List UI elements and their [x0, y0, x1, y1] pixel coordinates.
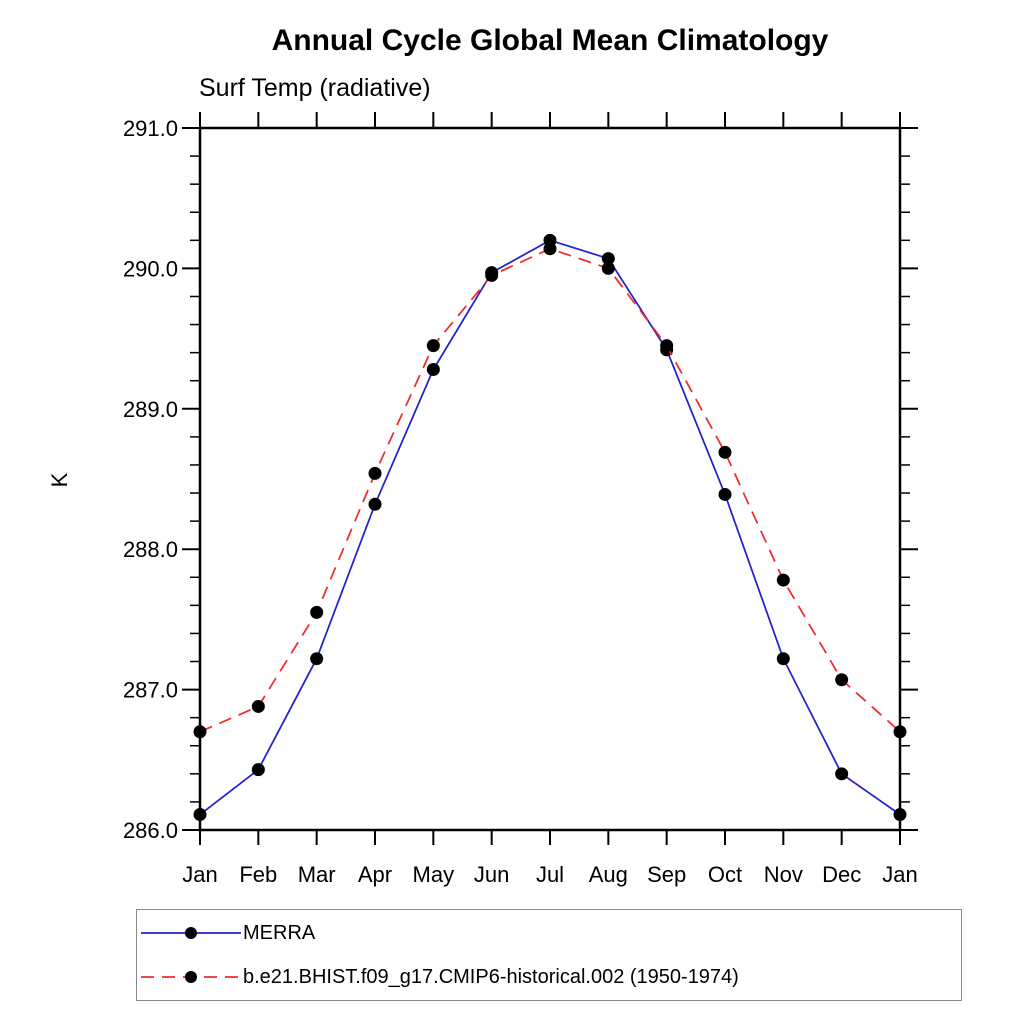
data-point-marker [718, 445, 732, 459]
x-tick-label: Jul [536, 862, 564, 887]
y-tick-label: 287.0 [123, 678, 178, 703]
x-tick-label: Aug [589, 862, 628, 887]
data-point-marker [543, 242, 557, 256]
data-point-marker [193, 808, 207, 822]
data-point-marker [310, 652, 324, 666]
x-tick-label: Apr [358, 862, 392, 887]
series-line-0 [199, 239, 901, 816]
x-tick-label: Jan [882, 862, 917, 887]
x-tick-label: Jun [474, 862, 509, 887]
x-tick-label: Oct [708, 862, 742, 887]
legend-label-merra: MERRA [243, 922, 316, 944]
data-point-marker [368, 466, 382, 480]
data-point-marker [660, 339, 674, 353]
data-point-marker [251, 763, 265, 777]
x-tick-label: Sep [647, 862, 686, 887]
data-point-marker [251, 699, 265, 713]
y-tick-label: 289.0 [123, 397, 178, 422]
legend-sample-marker [185, 971, 197, 983]
data-point-marker [426, 339, 440, 353]
y-tick-label: 291.0 [123, 116, 178, 141]
y-axis-title: K [47, 472, 72, 487]
legend-item-merra: MERRA [137, 912, 961, 954]
data-point-marker [601, 261, 615, 275]
legend-sample-marker [185, 927, 197, 939]
y-tick-label: 288.0 [123, 537, 178, 562]
legend-label-model: b.e21.BHIST.f09_g17.CMIP6-historical.002… [243, 966, 739, 988]
data-point-marker [835, 673, 849, 687]
x-tick-label: Dec [822, 862, 861, 887]
data-point-marker [776, 573, 790, 587]
x-tick-label: Mar [298, 862, 336, 887]
data-point-marker [893, 725, 907, 739]
data-point-marker [776, 652, 790, 666]
data-point-marker [718, 487, 732, 501]
x-tick-label: Nov [764, 862, 803, 887]
y-tick-label: 286.0 [123, 818, 178, 843]
chart-title: Annual Cycle Global Mean Climatology [271, 24, 829, 57]
legend-item-model: b.e21.BHIST.f09_g17.CMIP6-historical.002… [137, 956, 961, 998]
axis-frame [198, 126, 902, 832]
y-tick-label: 290.0 [123, 256, 178, 281]
chart-subtitle: Surf Temp (radiative) [199, 74, 431, 102]
x-tick-label: Feb [239, 862, 277, 887]
data-point-marker [835, 767, 849, 781]
data-point-marker [426, 362, 440, 376]
x-tick-label: Jan [182, 862, 217, 887]
data-point-marker [368, 497, 382, 511]
series-line-1 [199, 247, 901, 733]
data-point-marker [893, 808, 907, 822]
data-point-marker [485, 268, 499, 282]
data-point-marker [601, 252, 615, 266]
merra-line-sample-icon [141, 927, 241, 939]
data-point-marker [193, 725, 207, 739]
legend: MERRA b.e21.BHIST.f09_g17.CMIP6-historic… [136, 909, 962, 1001]
data-point-marker [310, 605, 324, 619]
x-tick-label: May [413, 862, 455, 887]
model-line-sample-icon [141, 971, 241, 983]
